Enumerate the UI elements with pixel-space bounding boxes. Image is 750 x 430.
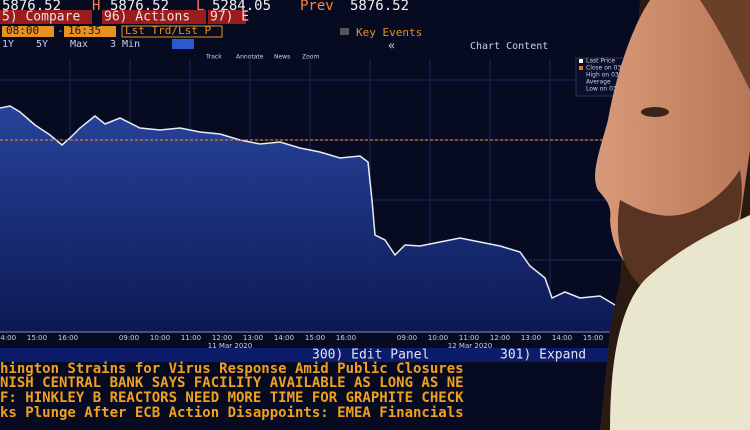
legend-item: High on 03/	[586, 72, 622, 79]
end-time[interactable]: 16:35	[68, 24, 101, 37]
chart-content[interactable]: Chart Content	[470, 41, 548, 52]
range[interactable]: 5Y	[36, 39, 48, 50]
start-time[interactable]: 08:00	[6, 24, 39, 37]
date-label: 12 Mar 2020	[448, 342, 492, 350]
mode-box[interactable]	[121, 25, 223, 38]
compare[interactable]: 5) Compare	[2, 10, 80, 25]
prev-label: Prev	[300, 0, 334, 14]
headline[interactable]: F: HINKLEY B REACTORS NEED MORE TIME FOR…	[0, 390, 464, 406]
tool[interactable]: Annotate	[236, 54, 264, 61]
legend-swatch	[579, 59, 583, 63]
legend-item: Low on 03/12	[586, 86, 627, 93]
time-tick: 15:00	[305, 334, 325, 342]
tool[interactable]: Track	[205, 54, 222, 61]
headline[interactable]: ks Plunge After ECB Action Disappoints: …	[0, 405, 464, 421]
dash: -	[57, 24, 64, 37]
price-line	[0, 105, 626, 311]
tool[interactable]: Zoom	[302, 54, 319, 61]
prev: 5876.52	[350, 0, 409, 14]
time-tick: 14:00	[0, 334, 16, 342]
time-tick: 12:00	[490, 334, 510, 342]
compare-button[interactable]	[0, 10, 92, 24]
date-label: 11 Mar 2020	[208, 342, 252, 350]
actions[interactable]: 96) Actions	[104, 10, 190, 25]
chart-type-button[interactable]	[172, 39, 194, 49]
tool[interactable]: News	[274, 54, 290, 61]
extra[interactable]: 97) E	[210, 10, 249, 25]
time-tick: 11:00	[181, 334, 201, 342]
time-tick: 11:00	[459, 334, 479, 342]
panel-bar	[0, 348, 625, 362]
price-area	[0, 106, 625, 332]
legend-swatch	[579, 66, 583, 70]
time-tick: 13:00	[521, 334, 541, 342]
start-box[interactable]	[2, 26, 54, 37]
range[interactable]: 1Y	[2, 39, 14, 50]
range[interactable]: 3 Min	[110, 39, 140, 50]
headline[interactable]: NISH CENTRAL BANK SAYS FACILITY AVAILABL…	[0, 375, 464, 391]
time-tick: 13:00	[243, 334, 263, 342]
time-tick: 14:00	[274, 334, 294, 342]
time-tick: 09:00	[397, 334, 417, 342]
high-label: H	[92, 0, 100, 14]
range[interactable]: Max	[70, 39, 88, 50]
time-tick: 09:00	[119, 334, 139, 342]
edit-panel[interactable]: 300) Edit Panel	[312, 348, 429, 363]
collapse[interactable]: «	[388, 39, 395, 53]
extra-button[interactable]	[208, 10, 246, 24]
key-events[interactable]: Key Events	[356, 26, 422, 39]
time-tick: 10:00	[150, 334, 170, 342]
headline[interactable]: hington Strains for Virus Response Amid …	[0, 361, 464, 377]
legend-item: Close on 03/	[586, 65, 624, 72]
end-box[interactable]	[64, 26, 116, 37]
actions-button[interactable]	[102, 10, 206, 24]
time-tick: 14:00	[552, 334, 572, 342]
expand[interactable]: 301) Expand	[500, 348, 586, 363]
person	[595, 0, 750, 430]
legend-item: Average	[586, 79, 611, 86]
time-tick: 15:00	[27, 334, 47, 342]
legend-item: Last Price	[586, 58, 615, 65]
time-tick: 10:00	[428, 334, 448, 342]
time-tick: 16:00	[58, 334, 78, 342]
checkbox[interactable]	[340, 28, 349, 35]
price-mode[interactable]: Lst Trd/Lst P	[125, 24, 211, 37]
time-tick: 12:00	[212, 334, 232, 342]
time-tick: 16:00	[336, 334, 356, 342]
low-label: L	[196, 0, 204, 14]
time-tick: 15:00	[583, 334, 603, 342]
